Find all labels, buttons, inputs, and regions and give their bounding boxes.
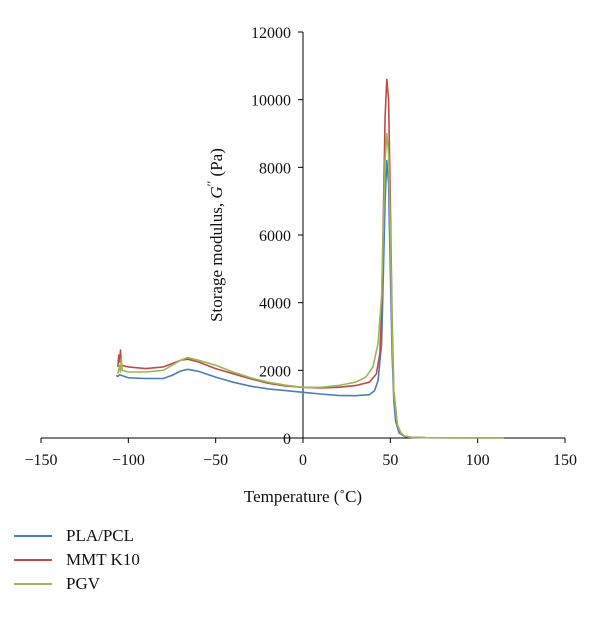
- y-axis-title-text: Storage modulus,: [207, 199, 226, 322]
- legend-label-pla-pcl: PLA/PCL: [66, 526, 135, 545]
- x-tick-label: −150: [24, 452, 57, 469]
- x-tick-label: 0: [299, 452, 307, 469]
- legend-swatch-mmt-k10: [14, 559, 52, 561]
- y-tick-label: 0: [283, 431, 291, 448]
- y-axis-ticks: 0 2000 4000 6000 8000 10000 12000: [251, 25, 303, 448]
- legend-label-pgv: PGV: [66, 574, 101, 593]
- y-tick-label: 6000: [259, 228, 291, 245]
- x-axis-title: Temperature (˚C): [244, 487, 362, 506]
- legend-swatch-pla-pcl: [14, 535, 52, 537]
- x-tick-label: −50: [203, 452, 228, 469]
- legend-item-pla-pcl: PLA/PCL: [14, 524, 140, 548]
- legend-item-pgv: PGV: [14, 572, 140, 596]
- y-tick-label: 10000: [251, 93, 291, 110]
- legend: PLA/PCL MMT K10 PGV: [14, 524, 140, 596]
- x-axis-ticks: −150 −100 −50 0 50 100 150: [24, 438, 577, 469]
- y-axis-title-unit: (Pa): [207, 148, 226, 181]
- y-axis-title: Storage modulus, G′′ (Pa): [204, 148, 226, 322]
- y-tick-label: 12000: [251, 25, 291, 42]
- legend-swatch-pgv: [14, 583, 52, 585]
- y-tick-label: 8000: [259, 160, 291, 177]
- x-tick-label: −100: [112, 452, 145, 469]
- y-tick-label: 4000: [259, 296, 291, 313]
- x-tick-label: 100: [466, 452, 490, 469]
- series-line-mmt-k10: [117, 78, 504, 439]
- series-line-pgv: [117, 132, 504, 439]
- x-tick-label: 50: [382, 452, 398, 469]
- y-tick-label: 2000: [259, 363, 291, 380]
- series-lines: [115, 78, 504, 439]
- legend-item-mmt-k10: MMT K10: [14, 548, 140, 572]
- y-axis-title-prime: ′′: [204, 181, 219, 187]
- x-tick-label: 150: [553, 452, 577, 469]
- series-line-pla-pcl: [115, 159, 504, 439]
- y-axis-title-symbol: G: [207, 186, 226, 198]
- legend-label-mmt-k10: MMT K10: [66, 550, 140, 569]
- plot-area: −150 −100 −50 0 50 100 150 0 2000 4000 6000 8000 10…: [24, 25, 577, 469]
